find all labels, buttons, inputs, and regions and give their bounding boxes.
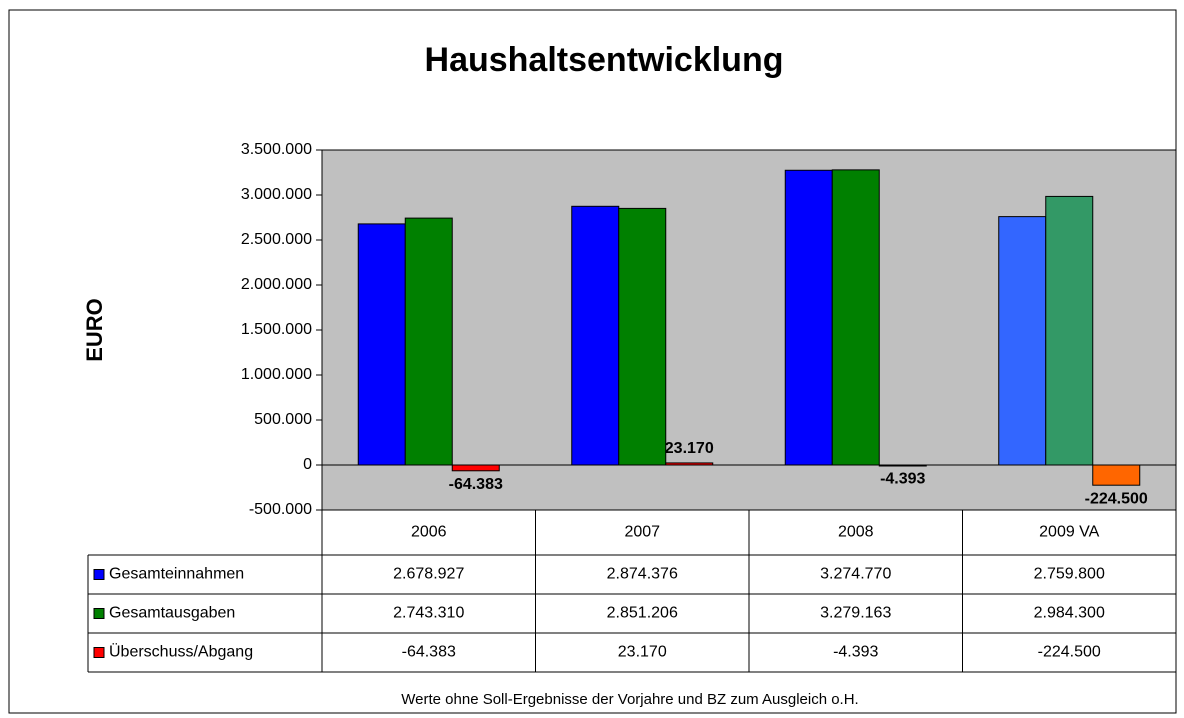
table-cell: 2.743.310 [393,605,464,622]
table-cell: 2.874.376 [607,566,678,583]
data-label: -64.383 [449,476,503,493]
legend-label: Gesamtausgaben [109,605,235,622]
bar [451,464,500,472]
y-tick-label: 1.500.000 [241,321,312,338]
x-tick-label: 2007 [624,524,660,541]
legend-key [93,608,105,619]
data-label: -4.393 [880,471,925,488]
table-cell: 3.274.770 [820,566,891,583]
y-tick-label: 2.500.000 [241,231,312,248]
legend-key [93,647,105,658]
legend-label: Überschuss/Abgang [109,643,253,661]
y-tick-label: 2.000.000 [241,276,312,293]
x-tick-label: 2009 VA [1039,524,1100,541]
y-tick-label: 0 [303,456,312,473]
bar [618,207,667,466]
y-axis-title: EURO [82,298,107,362]
bar [831,169,880,466]
y-tick-label: 500.000 [254,411,312,428]
table-cell: 3.279.163 [820,605,891,622]
bar [571,205,620,466]
table-cell: -64.383 [402,644,456,661]
data-label: 23.170 [665,440,714,457]
table-cell: 2.678.927 [393,566,464,583]
table-cell: -4.393 [833,644,878,661]
table-cell: 2.759.800 [1034,566,1105,583]
bar [1092,464,1141,486]
y-tick-label: -500.000 [249,501,312,518]
chart-title: Haushaltsentwicklung [425,41,784,79]
x-tick-label: 2006 [411,524,447,541]
bar [357,223,406,466]
table-cell: -224.500 [1038,644,1101,661]
bar [998,216,1047,466]
bar [784,169,833,466]
bar [404,217,453,466]
legend-label: Gesamteinnahmen [109,566,244,583]
table-cell: 2.851.206 [607,605,678,622]
y-tick-label: 1.000.000 [241,366,312,383]
table-cell: 23.170 [618,644,667,661]
bar [1045,195,1094,466]
x-tick-label: 2008 [838,524,874,541]
footnote: Werte ohne Soll-Ergebnisse der Vorjahre … [401,691,858,708]
y-tick-label: 3.500.000 [241,141,312,158]
data-label: -224.500 [1085,490,1148,507]
y-tick-label: 3.000.000 [241,186,312,203]
table-cell: 2.984.300 [1034,605,1105,622]
legend-key [93,569,105,580]
